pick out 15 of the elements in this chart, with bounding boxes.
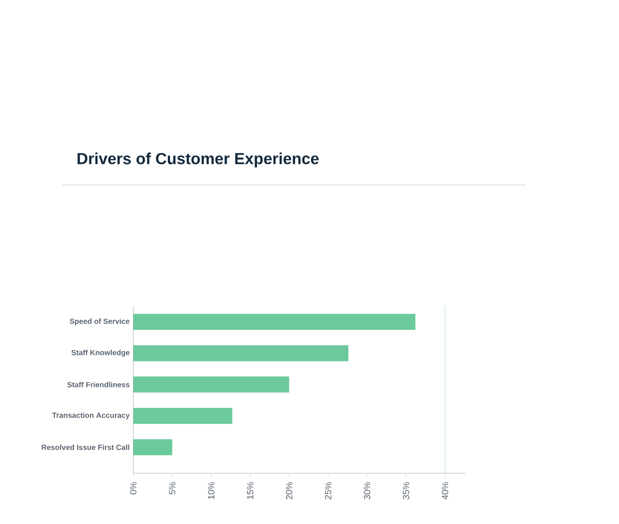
x-tick-label: 35%	[402, 482, 410, 500]
chart-title: Drivers of Customer Experience	[78, 152, 319, 168]
x-tick-label: 10%	[208, 482, 214, 500]
bar	[133, 408, 232, 424]
x-tick-label: 15%	[247, 482, 254, 500]
x-tick-label: 30%	[364, 482, 370, 500]
bar	[133, 314, 416, 330]
x-tick-label: 5%	[169, 482, 176, 494]
bar	[133, 345, 348, 362]
x-tick-label: 40%	[442, 482, 448, 500]
bar	[133, 439, 172, 456]
x-tick-label: 20%	[286, 482, 292, 500]
x-tick-label: 25%	[324, 482, 332, 500]
bar	[133, 376, 290, 393]
x-tick-label: 0%	[130, 482, 136, 494]
